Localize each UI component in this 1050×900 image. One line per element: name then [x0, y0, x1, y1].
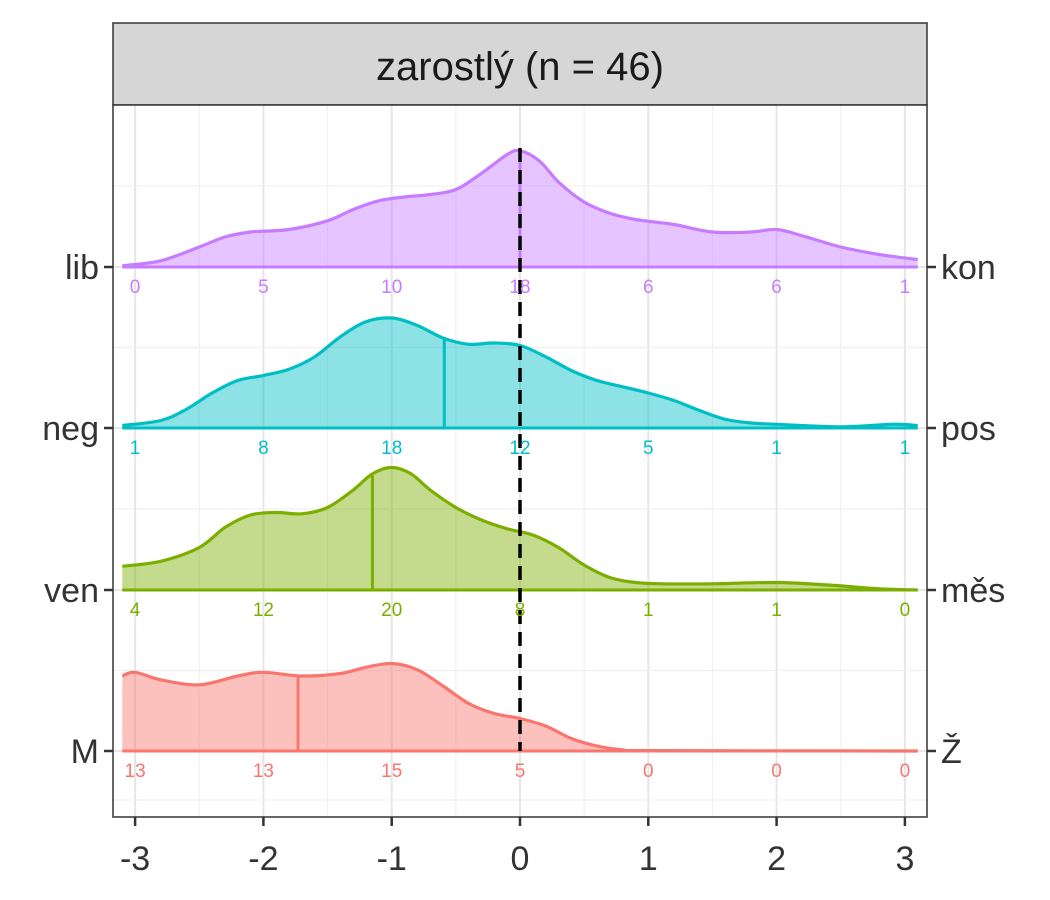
density-curve-M	[121, 661, 918, 753]
density-curve-neg	[122, 316, 918, 429]
count-label: 1	[130, 438, 141, 459]
count-label: 0	[900, 600, 911, 621]
y-label-left: neg	[42, 410, 99, 448]
density-area-M	[122, 663, 918, 751]
count-label: 1	[771, 600, 782, 621]
count-label: 5	[515, 761, 526, 782]
count-label: 1	[643, 600, 654, 621]
density-area-ven	[122, 467, 918, 590]
x-tick-label: 3	[895, 840, 914, 878]
x-tick-label: -2	[248, 840, 278, 878]
density-curve-lib	[122, 148, 918, 268]
count-label: 0	[130, 277, 141, 298]
count-label: 20	[381, 600, 402, 621]
x-tick-label: 2	[767, 840, 786, 878]
count-label: 0	[900, 761, 911, 782]
y-label-right: pos	[941, 410, 996, 448]
count-labels: 0 5 10 18 6 6 11 8 18 12 5 1 14 12 20 8 1 1 013 13 15 5 0 0 0	[125, 277, 911, 782]
count-label: 13	[125, 761, 146, 782]
count-label: 8	[258, 438, 269, 459]
count-label: 5	[643, 438, 654, 459]
count-label: 10	[381, 277, 402, 298]
count-label: 13	[253, 761, 274, 782]
count-label: 12	[253, 600, 274, 621]
count-label: 4	[130, 600, 141, 621]
x-tick-label: -1	[377, 840, 407, 878]
count-label: 5	[258, 277, 269, 298]
count-label: 18	[509, 277, 530, 298]
count-label: 0	[643, 761, 654, 782]
y-label-right: Ž	[941, 733, 962, 771]
panel-title: zarostlý (n = 46)	[376, 45, 664, 89]
count-label: 6	[643, 277, 654, 298]
y-label-right: kon	[941, 249, 996, 287]
strip-background	[112, 22, 928, 106]
density-curve-ven	[122, 465, 918, 592]
y-label-right: měs	[941, 572, 1005, 610]
count-label: 0	[771, 761, 782, 782]
x-tick-label: 1	[639, 840, 658, 878]
y-label-left: ven	[44, 572, 99, 610]
y-label-left: M	[71, 733, 99, 771]
count-label: 1	[900, 277, 911, 298]
count-label: 1	[771, 438, 782, 459]
count-label: 1	[900, 438, 911, 459]
count-label: 12	[509, 438, 530, 459]
count-label: 6	[771, 277, 782, 298]
count-label: 8	[515, 600, 526, 621]
y-label-left: lib	[65, 249, 99, 287]
count-label: 18	[381, 438, 402, 459]
x-tick-label: 0	[511, 840, 530, 878]
count-label: 15	[381, 761, 402, 782]
x-tick-label: -3	[120, 840, 150, 878]
